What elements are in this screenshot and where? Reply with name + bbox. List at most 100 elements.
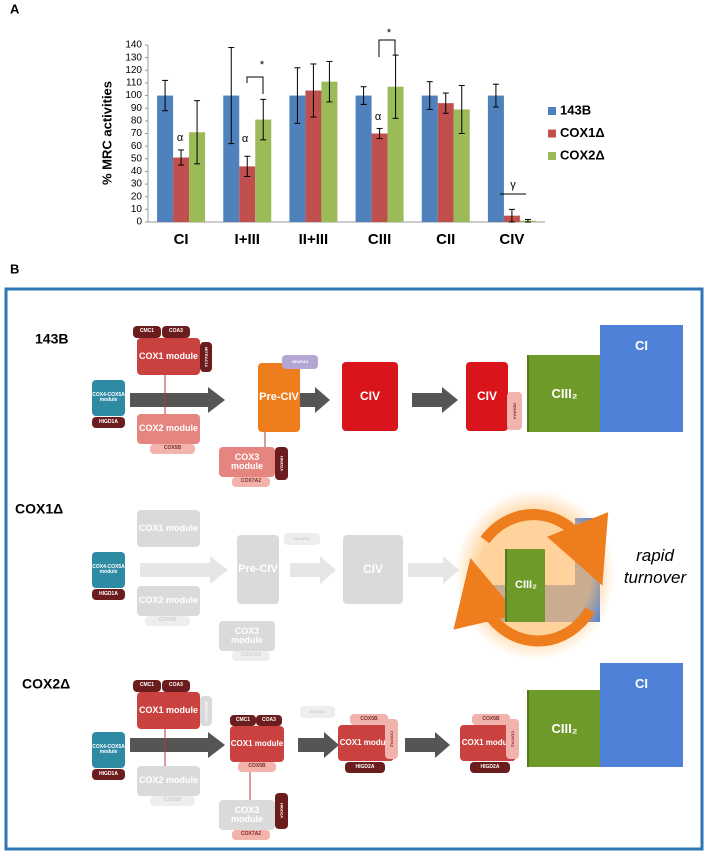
bar [387, 86, 404, 222]
complex-box: COX7A2 [232, 477, 270, 487]
annotation: * [260, 59, 265, 71]
turnover-label: rapid turnover [623, 546, 687, 588]
complex-box: COA3 [256, 715, 282, 726]
row-label: 143B [35, 331, 68, 347]
bar [289, 95, 306, 222]
complex-box: COX7A2 [232, 651, 270, 661]
error-bar [244, 155, 251, 177]
y-tick-label: 80 [131, 115, 143, 126]
complex-box: CIV [342, 362, 398, 431]
complex-box: COX4-COX5A module [92, 732, 125, 768]
complex-box: COX7A2 [232, 830, 270, 840]
panel-frame [4, 287, 704, 851]
complex-box: COA3 [162, 326, 190, 338]
complex-box: Pre-CIV [258, 363, 300, 432]
y-tick-label: 70 [131, 128, 143, 139]
y-axis-label: % MRC activities [99, 81, 114, 185]
bar [487, 95, 504, 222]
annotation: α [242, 133, 249, 145]
x-tick-label: CII [436, 231, 455, 248]
complex-box: MITRAC12 [200, 696, 212, 726]
bar [453, 109, 470, 222]
error-bar [392, 54, 399, 119]
legend-label: 143B [560, 102, 591, 117]
complex-box: COX2 module [137, 766, 200, 796]
bar [239, 166, 256, 222]
annotation: * [387, 27, 392, 39]
annotation: α [375, 111, 382, 123]
complex-box: HIGD1A [92, 417, 125, 428]
significance-bracket [246, 76, 264, 94]
complex-box: COX2 module [137, 586, 200, 616]
error-bar [376, 127, 383, 140]
complex-box: COX1 module [230, 726, 284, 762]
y-tick-label: 130 [125, 52, 142, 63]
complex-box: MITRAC12 [200, 342, 212, 372]
complex-box: COX3 module [219, 800, 275, 830]
complex-box: CIV [343, 535, 403, 604]
error-bar [524, 218, 531, 223]
complex-box: HIGD1A [92, 589, 125, 600]
x-tick-label: CIII [368, 231, 391, 248]
complex-box: NDUFA4 [300, 706, 335, 718]
bar [321, 81, 338, 223]
bar [223, 95, 240, 222]
error-bar [508, 208, 515, 223]
complex-box: COX5B [238, 762, 276, 772]
complex-box: CMC1 [230, 715, 256, 726]
significance-bracket [378, 39, 396, 57]
error-bar [458, 84, 465, 134]
error-bar [260, 98, 267, 141]
legend-swatch [548, 107, 556, 115]
complex-box: HIGD2A [345, 762, 385, 773]
panel-label: A [10, 1, 20, 16]
bar [157, 95, 174, 222]
y-tick-label: 60 [131, 141, 143, 152]
legend-swatch [548, 129, 556, 138]
bar [421, 95, 438, 222]
complex-box: NDUFA4 [507, 392, 522, 430]
y-tick-label: 10 [131, 204, 143, 215]
complex-box: COX5B [472, 714, 510, 725]
complex-box: HIGD2A [275, 447, 288, 480]
complex-box: CMC1 [133, 680, 161, 692]
y-tick-label: 50 [131, 153, 143, 164]
x-tick-label: II+III [299, 231, 329, 248]
y-tick-label: 0 [136, 217, 142, 228]
legend-swatch [548, 152, 556, 160]
complex-box: COX5B [150, 444, 195, 454]
y-tick-label: 30 [131, 179, 143, 190]
complex-box: COX7A2 [506, 719, 519, 759]
error-bar [360, 86, 367, 105]
y-tick-label: 20 [131, 191, 143, 202]
bar [371, 133, 388, 222]
complex-box: HIGD2A [470, 762, 510, 773]
complex-box: CIII₂ [505, 549, 545, 622]
y-tick-label: 140 [125, 40, 142, 51]
turnover-arrows [453, 509, 609, 647]
y-tick-label: 90 [131, 103, 143, 114]
bar [189, 132, 206, 222]
error-bar [178, 149, 185, 166]
complex-box: COX1 module [137, 692, 200, 729]
error-bar [294, 67, 301, 124]
complex-box: COX5B [150, 796, 195, 806]
legend-label: COX2Δ [560, 147, 605, 162]
complex-box: COX5B [145, 616, 190, 626]
bar [255, 119, 272, 222]
error-bar [326, 60, 333, 103]
bar [355, 95, 372, 222]
error-bar [228, 47, 235, 145]
y-tick-label: 120 [125, 65, 142, 76]
complex-box: Pre-CIV [237, 535, 279, 604]
complex-box: CIII₂ [527, 690, 600, 767]
arrows [130, 387, 458, 758]
complex-box: NDUFA4 [282, 355, 318, 369]
panel-label: B [10, 261, 19, 276]
annotation: γ [510, 179, 516, 191]
error-bar [442, 92, 449, 114]
error-bar [310, 63, 317, 118]
error-bar [162, 79, 169, 112]
complex-box: HIGD1A [92, 769, 125, 780]
x-tick-label: I+III [235, 231, 260, 248]
